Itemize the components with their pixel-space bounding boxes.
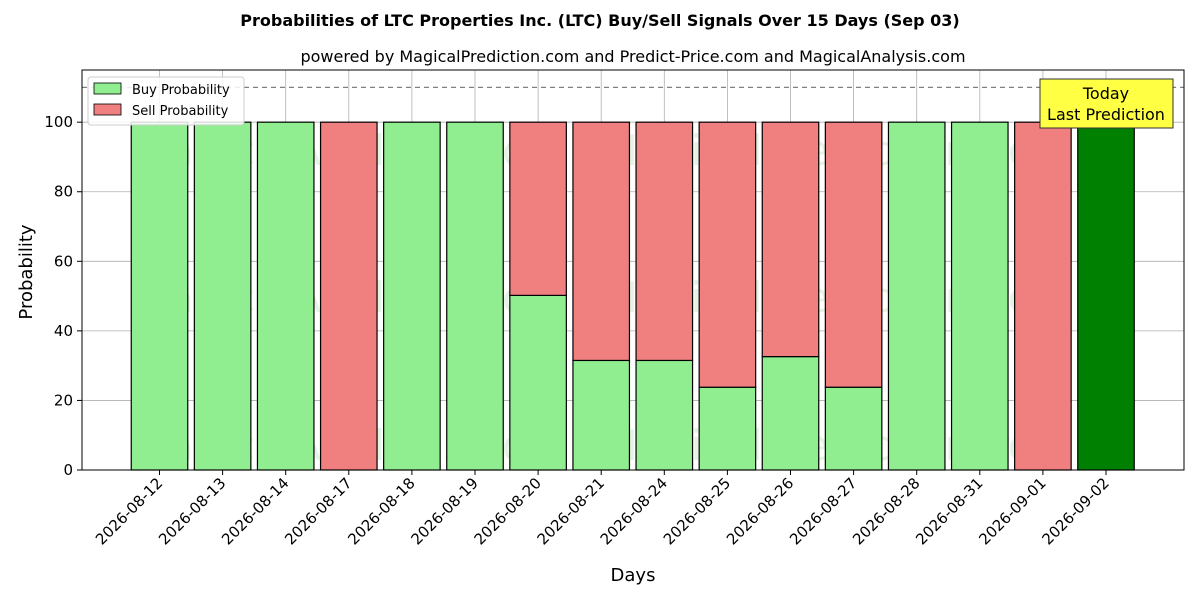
buy-bar [950,121,1009,471]
y-tick-label: 40 [54,322,73,340]
x-tick-label: 2026-08-12 [92,474,166,548]
x-tick-label: 2026-08-20 [471,474,545,548]
legend-box [87,76,245,126]
x-axis-ticks: 2026-08-122026-08-132026-08-142026-08-17… [92,470,1113,548]
buy-bar [635,359,694,471]
x-tick-label: 2026-08-14 [218,474,292,548]
buy-bar [193,121,252,471]
buy-bar [887,121,946,471]
plot-frame [81,69,1185,471]
y-axis-label: Probability [16,224,37,319]
buy-bar [1077,121,1135,471]
x-tick-label: 2026-08-19 [407,474,481,548]
x-tick-label: 2026-08-28 [849,474,923,548]
y-tick-label: 60 [54,252,73,270]
sell-bar [572,121,631,362]
legend-swatch-buy [93,82,122,95]
sell-bar [635,121,694,362]
y-tick-label: 80 [54,183,73,201]
y-axis-ticks: 0 20 40 60 80 100 [44,113,82,479]
buy-bar [446,121,504,471]
buy-bar [130,121,189,471]
x-axis-label: Days [611,565,656,586]
legend-label-sell: Sell Probability [132,104,229,119]
x-tick-label: 2026-08-13 [155,474,229,548]
sell-bar [509,121,567,296]
chart-title: Probabilities of LTC Properties Inc. (LT… [240,11,959,30]
chart-subtitle: powered by MagicalPrediction.com and Pre… [300,47,965,66]
sell-bar [761,121,820,358]
x-tick-label: 2026-08-21 [534,474,608,548]
x-tick-label: 2026-08-17 [281,474,355,548]
x-tick-label: 2026-08-24 [597,474,671,548]
today-annotation: Today Last Prediction [1039,78,1174,129]
buy-bar [256,121,315,471]
sell-bar [824,121,883,388]
sell-bar [698,121,757,388]
buy-bar [698,386,757,471]
y-tick-label: 20 [54,391,73,409]
sell-bar [1014,121,1072,471]
buy-bar [383,121,441,471]
legend-swatch-sell [93,103,122,116]
y-tick-label: 0 [63,461,73,479]
x-tick-label: 2026-09-01 [975,474,1049,548]
x-tick-label: 2026-08-31 [912,474,986,548]
annotation-box [1039,78,1174,129]
x-tick-label: 2026-08-25 [660,474,734,548]
buy-bar [824,386,883,471]
x-tick-label: 2026-08-27 [786,474,860,548]
x-tick-label: 2026-08-26 [723,474,797,548]
x-tick-label: 2026-09-02 [1038,474,1112,548]
annotation-line-1: Today [1082,84,1129,103]
sell-bar [319,121,378,471]
legend: Buy Probability Sell Probability [87,76,245,126]
annotation-line-2: Last Prediction [1047,105,1165,124]
x-tick-label: 2026-08-18 [344,474,418,548]
legend-label-buy: Buy Probability [132,83,230,98]
buy-bar [509,294,567,471]
y-tick-label: 100 [44,113,73,131]
buy-bar [572,359,631,471]
buy-bar [761,356,820,471]
